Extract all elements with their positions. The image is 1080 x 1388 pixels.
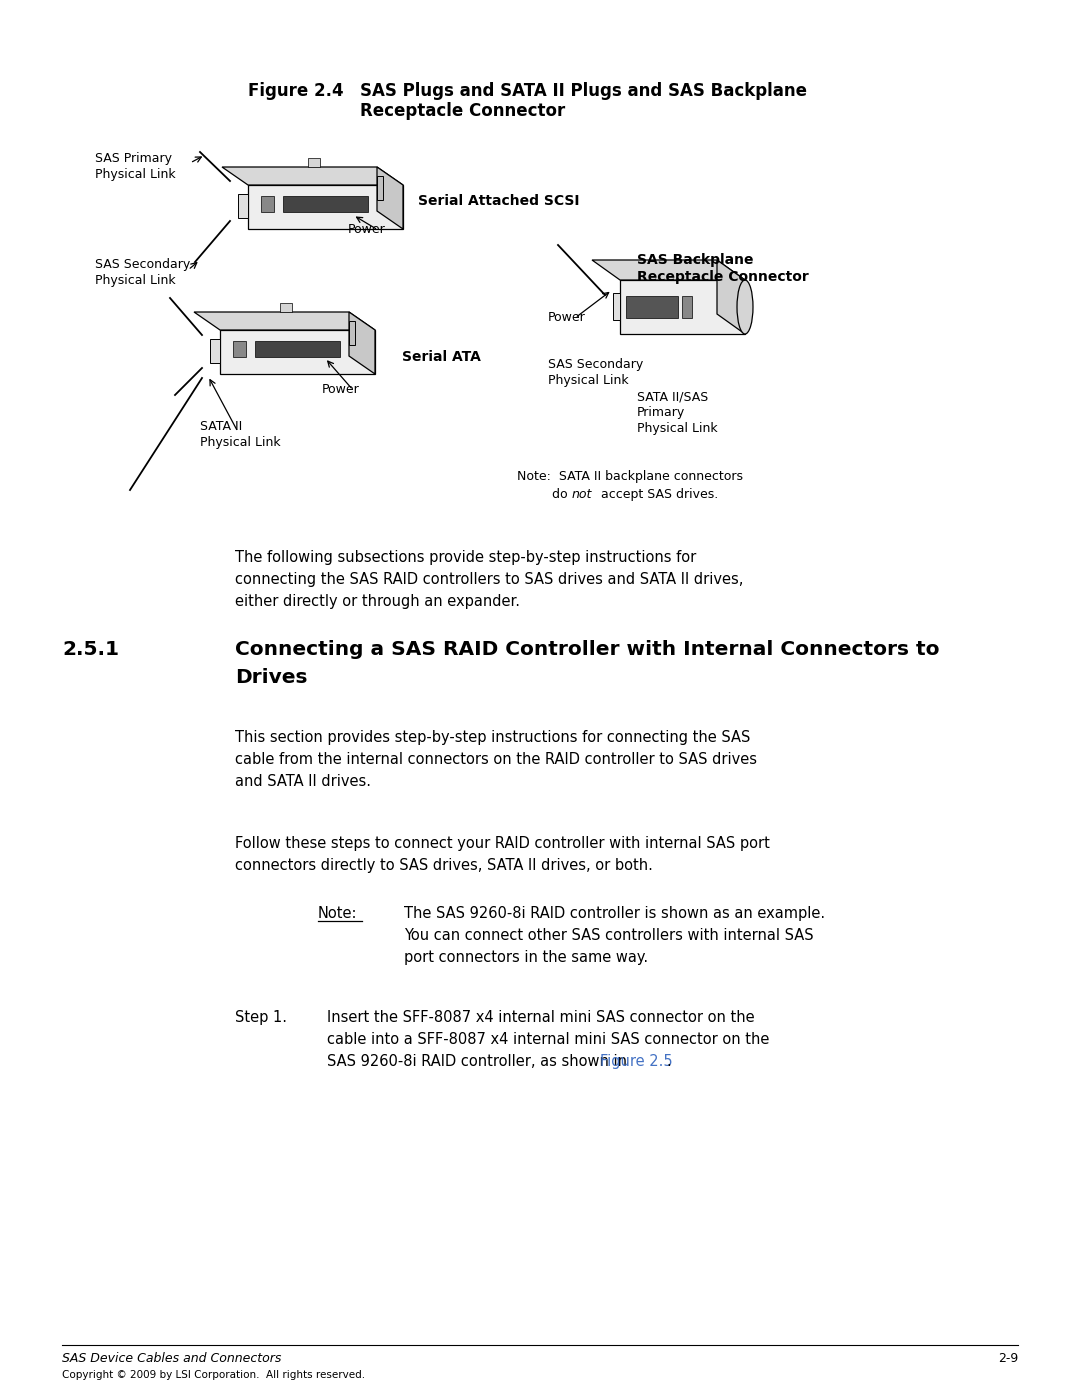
Text: .: . bbox=[666, 1053, 671, 1069]
Text: Figure 2.5: Figure 2.5 bbox=[599, 1053, 672, 1069]
Text: cable from the internal connectors on the RAID controller to SAS drives: cable from the internal connectors on th… bbox=[235, 752, 757, 768]
Text: The following subsections provide step-by-step instructions for: The following subsections provide step-b… bbox=[235, 550, 697, 565]
Text: Physical Link: Physical Link bbox=[200, 436, 281, 448]
Polygon shape bbox=[222, 167, 403, 185]
Polygon shape bbox=[620, 280, 745, 335]
Polygon shape bbox=[681, 296, 692, 318]
Text: Copyright © 2009 by LSI Corporation.  All rights reserved.: Copyright © 2009 by LSI Corporation. All… bbox=[62, 1370, 365, 1380]
Polygon shape bbox=[377, 167, 403, 229]
Text: SAS Secondary: SAS Secondary bbox=[548, 358, 644, 371]
Polygon shape bbox=[248, 185, 403, 229]
Text: Primary: Primary bbox=[637, 407, 685, 419]
Polygon shape bbox=[194, 312, 375, 330]
Text: and SATA II drives.: and SATA II drives. bbox=[235, 775, 372, 788]
Text: This section provides step-by-step instructions for connecting the SAS: This section provides step-by-step instr… bbox=[235, 730, 751, 745]
Text: You can connect other SAS controllers with internal SAS: You can connect other SAS controllers wi… bbox=[404, 929, 813, 942]
Polygon shape bbox=[233, 341, 246, 357]
Polygon shape bbox=[308, 158, 320, 167]
Text: accept SAS drives.: accept SAS drives. bbox=[597, 489, 718, 501]
Polygon shape bbox=[220, 330, 375, 373]
Text: SAS Secondary: SAS Secondary bbox=[95, 258, 190, 271]
Polygon shape bbox=[717, 260, 745, 335]
Text: SAS Device Cables and Connectors: SAS Device Cables and Connectors bbox=[62, 1352, 282, 1364]
Text: Power: Power bbox=[322, 383, 360, 396]
Text: Serial ATA: Serial ATA bbox=[402, 350, 481, 364]
Polygon shape bbox=[613, 293, 620, 321]
Text: Serial Attached SCSI: Serial Attached SCSI bbox=[418, 194, 580, 208]
Text: Physical Link: Physical Link bbox=[95, 168, 176, 180]
Text: connectors directly to SAS drives, SATA II drives, or both.: connectors directly to SAS drives, SATA … bbox=[235, 858, 653, 873]
Polygon shape bbox=[280, 303, 292, 312]
Text: Physical Link: Physical Link bbox=[95, 273, 176, 287]
Text: either directly or through an expander.: either directly or through an expander. bbox=[235, 594, 519, 609]
Text: Note:  SATA II backplane connectors: Note: SATA II backplane connectors bbox=[517, 471, 743, 483]
Text: Insert the SFF-8087 x4 internal mini SAS connector on the: Insert the SFF-8087 x4 internal mini SAS… bbox=[327, 1010, 755, 1024]
Text: 2.5.1: 2.5.1 bbox=[62, 640, 119, 659]
Text: SAS Primary: SAS Primary bbox=[95, 153, 172, 165]
Text: Step 1.: Step 1. bbox=[235, 1010, 287, 1024]
Polygon shape bbox=[283, 196, 368, 212]
Text: The SAS 9260-8i RAID controller is shown as an example.: The SAS 9260-8i RAID controller is shown… bbox=[404, 906, 825, 922]
Polygon shape bbox=[261, 196, 274, 212]
Text: Figure 2.4: Figure 2.4 bbox=[248, 82, 343, 100]
Text: Receptacle Connector: Receptacle Connector bbox=[360, 101, 565, 119]
Text: cable into a SFF-8087 x4 internal mini SAS connector on the: cable into a SFF-8087 x4 internal mini S… bbox=[327, 1033, 769, 1047]
Polygon shape bbox=[377, 176, 383, 200]
Text: Note:: Note: bbox=[318, 906, 357, 922]
Polygon shape bbox=[210, 339, 220, 364]
Text: port connectors in the same way.: port connectors in the same way. bbox=[404, 949, 648, 965]
Text: Power: Power bbox=[348, 223, 386, 236]
Text: Power: Power bbox=[548, 311, 585, 323]
Text: Follow these steps to connect your RAID controller with internal SAS port: Follow these steps to connect your RAID … bbox=[235, 836, 770, 851]
Text: SATA II: SATA II bbox=[200, 421, 242, 433]
Polygon shape bbox=[626, 296, 678, 318]
Text: connecting the SAS RAID controllers to SAS drives and SATA II drives,: connecting the SAS RAID controllers to S… bbox=[235, 572, 743, 587]
Polygon shape bbox=[349, 312, 375, 373]
Polygon shape bbox=[349, 321, 355, 346]
Text: 2-9: 2-9 bbox=[998, 1352, 1018, 1364]
Text: Physical Link: Physical Link bbox=[548, 373, 629, 387]
Text: not: not bbox=[572, 489, 592, 501]
Text: SAS 9260-8i RAID controller, as shown in: SAS 9260-8i RAID controller, as shown in bbox=[327, 1053, 632, 1069]
Polygon shape bbox=[238, 194, 248, 218]
Text: Physical Link: Physical Link bbox=[637, 422, 717, 434]
Text: SAS Plugs and SATA II Plugs and SAS Backplane: SAS Plugs and SATA II Plugs and SAS Back… bbox=[360, 82, 807, 100]
Text: SATA II/SAS: SATA II/SAS bbox=[637, 390, 708, 403]
Polygon shape bbox=[592, 260, 745, 280]
Polygon shape bbox=[255, 341, 340, 357]
Text: Receptacle Connector: Receptacle Connector bbox=[637, 271, 809, 285]
Text: Drives: Drives bbox=[235, 668, 308, 687]
Text: Connecting a SAS RAID Controller with Internal Connectors to: Connecting a SAS RAID Controller with In… bbox=[235, 640, 940, 659]
Text: do: do bbox=[552, 489, 571, 501]
Ellipse shape bbox=[737, 280, 753, 335]
Text: SAS Backplane: SAS Backplane bbox=[637, 253, 754, 266]
